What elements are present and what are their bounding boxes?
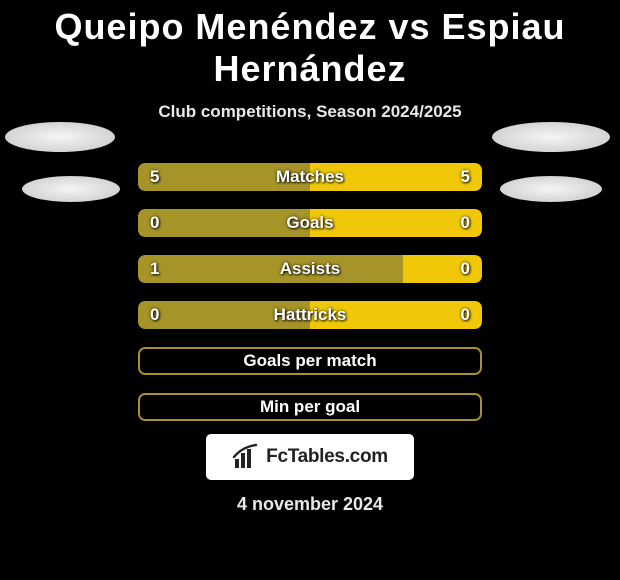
chart-bars-icon — [232, 443, 260, 471]
stat-row: Goals per match — [0, 338, 620, 384]
stat-row: 5 5 Matches — [0, 154, 620, 200]
bar-track: 1 0 — [138, 255, 482, 283]
logo-text: FcTables.com — [266, 446, 388, 468]
page-title: Queipo Menéndez vs Espiau Hernández — [0, 0, 620, 90]
bar-track: 5 5 — [138, 163, 482, 191]
stat-right-value: 5 — [461, 163, 470, 191]
bar-right-fill — [403, 255, 482, 283]
stat-right-value: 0 — [461, 255, 470, 283]
bar-track — [138, 393, 482, 421]
bar-track — [138, 347, 482, 375]
stat-row: 0 0 Hattricks — [0, 292, 620, 338]
stat-row: 0 0 Goals — [0, 200, 620, 246]
player-left-shadow-large — [5, 122, 115, 152]
stat-right-value: 0 — [461, 209, 470, 237]
bar-right-fill — [310, 163, 482, 191]
bar-left-fill — [138, 255, 403, 283]
stat-left-value: 1 — [150, 255, 159, 283]
player-right-shadow-large — [492, 122, 610, 152]
bar-right-fill — [310, 209, 482, 237]
stat-left-value: 0 — [150, 209, 159, 237]
comparison-chart: 5 5 Matches 0 0 Goals 1 0 Assists 0 0 Ha… — [0, 154, 620, 430]
subtitle: Club competitions, Season 2024/2025 — [0, 102, 620, 122]
date-text: 4 november 2024 — [0, 494, 620, 515]
stat-row: Min per goal — [0, 384, 620, 430]
bar-left-fill — [138, 163, 310, 191]
bar-track: 0 0 — [138, 209, 482, 237]
bar-left-fill — [138, 393, 482, 421]
stat-row: 1 0 Assists — [0, 246, 620, 292]
fctables-logo: FcTables.com — [206, 434, 414, 480]
bar-left-fill — [138, 301, 310, 329]
bar-track: 0 0 — [138, 301, 482, 329]
stat-right-value: 0 — [461, 301, 470, 329]
bar-right-fill — [310, 301, 482, 329]
bar-left-fill — [138, 347, 482, 375]
bar-left-fill — [138, 209, 310, 237]
stat-left-value: 5 — [150, 163, 159, 191]
stat-left-value: 0 — [150, 301, 159, 329]
